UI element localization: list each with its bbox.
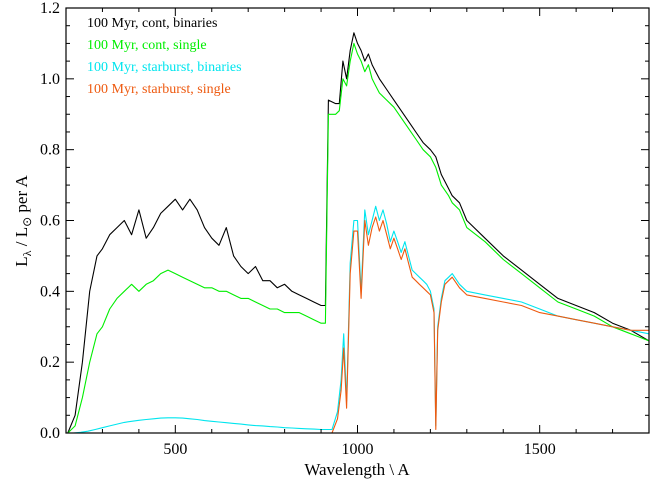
- y-axis-title-mid: / L: [12, 227, 31, 251]
- x-tick-label: 500: [163, 441, 187, 458]
- legend-entry-1: 100 Myr, cont, single: [87, 38, 207, 53]
- y-tick-label: 0.2: [40, 354, 60, 371]
- y-tick-label: 1.0: [40, 71, 60, 88]
- y-axis-title-subscript: λ: [20, 250, 34, 256]
- y-tick-label: 0.4: [40, 283, 60, 300]
- y-tick-label: 0.8: [40, 142, 60, 159]
- y-axis-title-symbol: L: [12, 256, 31, 266]
- legend: 100 Myr, cont, binaries 100 Myr, cont, si…: [87, 16, 242, 97]
- legend-entry-0: 100 Myr, cont, binaries: [87, 16, 217, 31]
- y-axis-title-sun-symbol: ⊙: [20, 217, 34, 227]
- x-tick-label: 1000: [342, 441, 374, 458]
- y-axis-title-tail: per A: [12, 175, 31, 217]
- series-line-3: [67, 216, 649, 433]
- series-layer: [67, 32, 649, 433]
- x-axis: 500 1000 1500: [101, 8, 650, 458]
- legend-entry-3: 100 Myr, starburst, single: [87, 82, 231, 97]
- legend-entry-2: 100 Myr, starburst, binaries: [87, 60, 242, 75]
- y-tick-label: 0.0: [40, 425, 60, 442]
- y-tick-label: 0.6: [40, 213, 60, 230]
- y-tick-label: 1.2: [40, 0, 60, 17]
- y-axis: 0.0 0.2 0.4 0.6 0.8 1.0 1.2: [40, 0, 649, 442]
- x-axis-title: Wavelength \ A: [304, 460, 410, 479]
- series-line-1: [67, 42, 649, 433]
- y-axis-title: Lλ / L⊙ per A: [12, 175, 34, 267]
- x-tick-label: 1500: [524, 441, 556, 458]
